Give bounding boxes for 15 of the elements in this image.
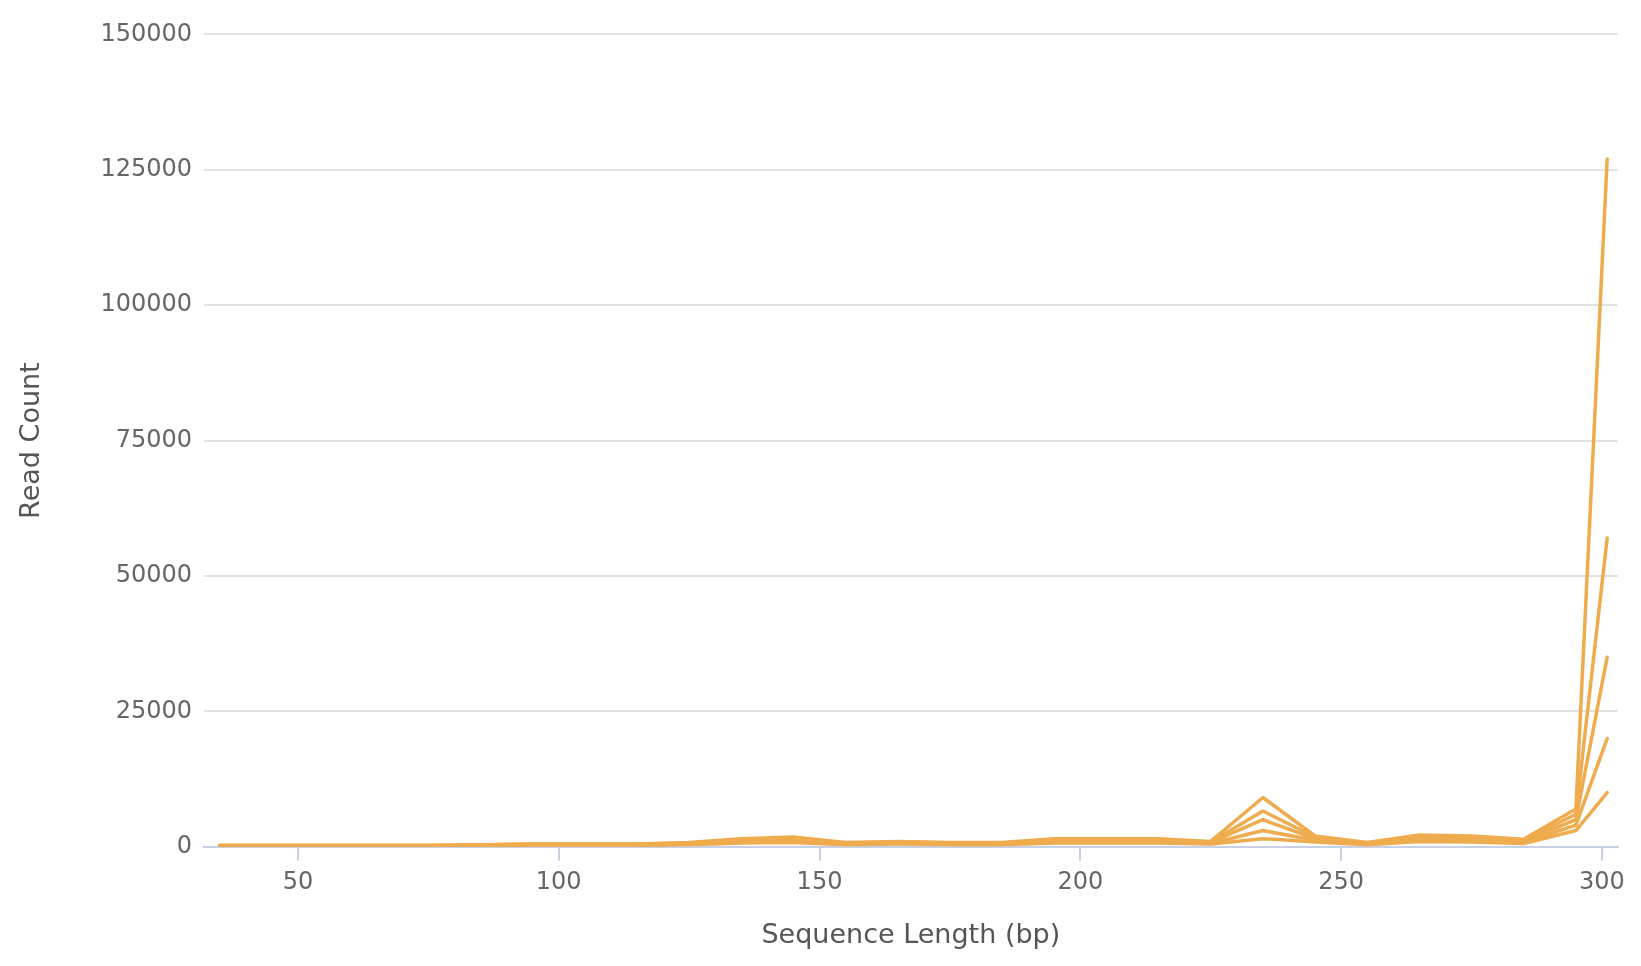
x-axis-title: Sequence Length (bp) bbox=[761, 917, 1061, 949]
y-tick-label: 50000 bbox=[115, 560, 193, 589]
x-tick-label: 300 bbox=[1579, 867, 1625, 896]
y-tick-label: 100000 bbox=[100, 289, 193, 318]
x-tick-label: 100 bbox=[535, 867, 582, 896]
y-tick-label: 0 bbox=[176, 831, 193, 860]
y-axis-title: Read Count bbox=[14, 362, 46, 519]
x-tick-label: 150 bbox=[796, 867, 843, 896]
x-tick-label: 50 bbox=[282, 867, 314, 896]
y-tick-label: 75000 bbox=[115, 424, 193, 453]
y-tick-label: 125000 bbox=[100, 154, 193, 183]
x-tick-label: 200 bbox=[1057, 867, 1104, 896]
y-tick-label: 150000 bbox=[100, 18, 193, 47]
y-tick-label: 25000 bbox=[115, 695, 193, 724]
x-tick-label: 250 bbox=[1318, 867, 1365, 896]
